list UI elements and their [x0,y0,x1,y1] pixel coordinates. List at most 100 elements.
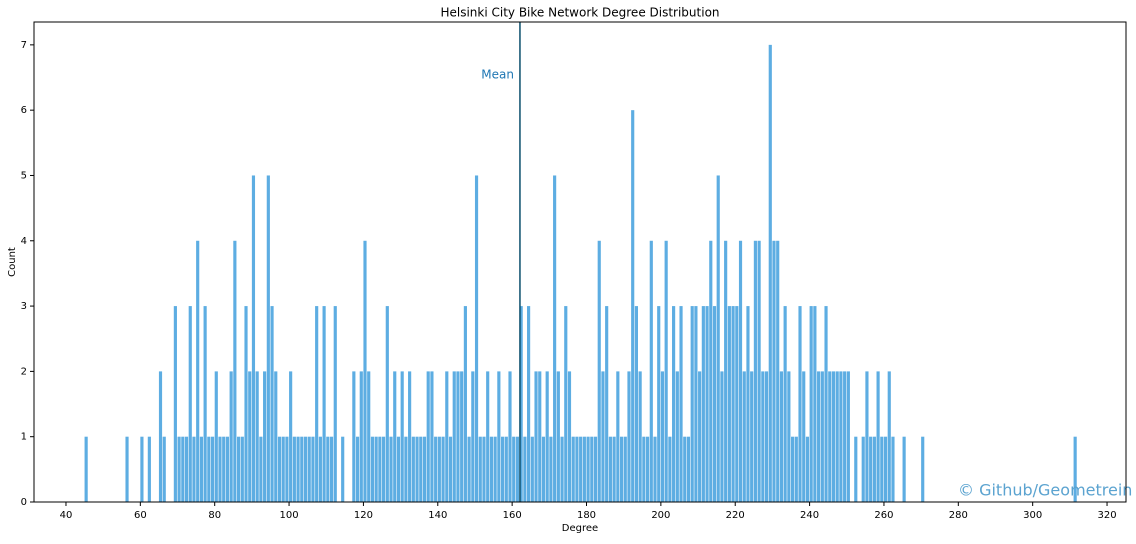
bar [471,371,475,502]
bar [872,436,876,502]
bar [902,436,906,502]
bar [210,436,215,502]
bar [538,371,542,502]
bar [281,436,285,502]
bar [619,436,624,502]
bar [593,436,598,502]
bar [660,371,665,502]
bar [84,436,88,502]
bar [887,371,891,502]
bar [251,175,256,502]
bar [645,436,650,502]
bar [738,240,743,502]
bar [415,436,419,502]
bar [173,306,177,502]
bar [831,371,836,502]
bar [266,175,270,502]
bar [181,436,185,502]
bar [329,436,334,502]
x-tick-label: 160 [503,510,522,521]
bar [434,436,438,502]
bar [627,371,631,502]
x-tick-label: 40 [60,510,73,521]
bar [865,371,869,502]
x-tick-label: 60 [134,510,147,521]
x-tick-label: 260 [874,510,893,521]
bar [199,436,203,502]
bar [437,436,441,502]
bar [828,371,832,502]
bar [664,240,668,502]
bar [541,436,546,502]
bar [757,240,761,502]
bar [307,436,311,502]
bar [746,306,750,502]
bar [359,371,363,502]
bar [404,436,408,502]
bar [590,436,594,502]
mean-label: Mean [481,68,514,82]
bar [125,436,129,502]
bar [631,110,635,502]
bar [229,371,233,502]
bar [162,436,166,502]
bar [608,436,612,502]
bar [519,306,523,502]
x-tick-label: 200 [651,510,670,521]
bar [385,306,389,502]
bar [824,306,828,502]
bar [623,436,627,502]
bar [809,306,813,502]
bar [355,436,360,502]
bar [255,371,259,502]
bar [445,371,449,502]
bar [653,436,657,502]
bar [835,371,839,502]
bar [564,306,568,502]
bar [474,175,479,502]
bar [214,371,218,502]
bar [820,371,824,502]
bar [1073,436,1077,502]
bar [277,436,282,502]
bar [705,306,709,502]
bar [270,306,274,502]
bar [370,436,375,502]
bar [683,436,687,502]
bar [753,240,757,502]
y-tick-label: 7 [21,40,27,51]
bar [389,436,393,502]
bar [422,436,427,502]
plot-frame [33,21,1127,503]
bar [709,240,713,502]
bar [497,371,501,502]
bar [482,436,486,502]
bar [352,371,356,502]
bar [921,436,925,502]
y-tick-label: 1 [21,432,27,443]
bar [478,436,482,502]
bar [616,371,620,502]
bar [315,306,319,502]
bar [177,436,181,502]
y-axis-label: Count [7,247,18,277]
bar [813,306,817,502]
bar [322,306,326,502]
bar [218,436,222,502]
bar [694,306,698,502]
bar [534,371,538,502]
bar [817,371,821,502]
bar [668,436,672,502]
bar [296,436,300,502]
bar [463,306,467,502]
x-tick-label: 120 [354,510,373,521]
bar [441,436,445,502]
bar [527,306,531,502]
bar [727,306,731,502]
bar [802,371,806,502]
bar [448,436,453,502]
bar [612,436,616,502]
bar [601,371,605,502]
bar [869,436,873,502]
bar [605,306,609,502]
